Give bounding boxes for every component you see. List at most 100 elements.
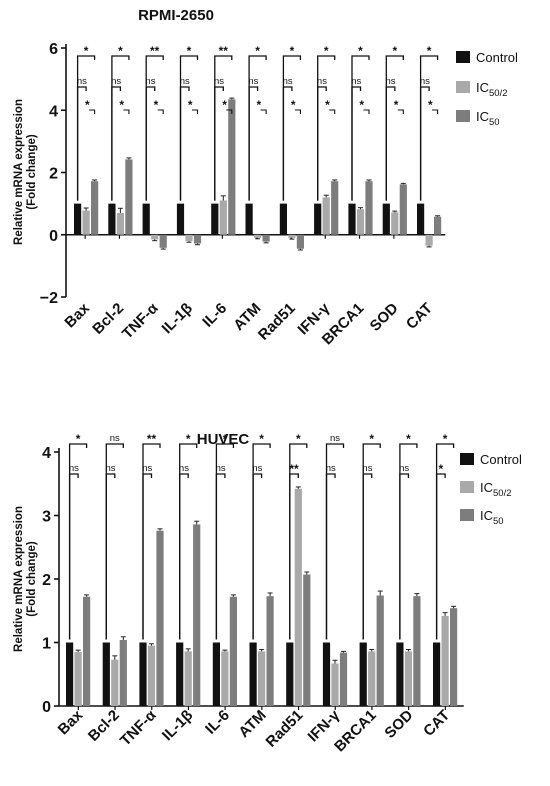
bar-control-brca1 bbox=[348, 203, 356, 235]
bar-control-atm bbox=[245, 203, 253, 235]
bar-ic50-bcl-2 bbox=[119, 639, 127, 706]
significance-secondary-label: * bbox=[119, 98, 124, 112]
bar-group-bax: Bax * ns bbox=[55, 432, 91, 738]
x-category-label: IL-1β bbox=[159, 707, 196, 744]
significance-ic50-2-bracket bbox=[215, 473, 226, 640]
bar-ic50-2-bcl-2 bbox=[111, 659, 119, 706]
significance-secondary-bracket bbox=[157, 109, 164, 114]
legend-swatch-ic50 bbox=[456, 110, 470, 122]
significance-ic50-2-label: ns bbox=[145, 76, 155, 87]
y-axis-label: Relative mRNA expression(Fold change) bbox=[13, 506, 38, 652]
legend-swatch-ic50-2 bbox=[456, 81, 470, 93]
y-axis-label-line: (Fold change) bbox=[26, 541, 38, 617]
y-tick-label: 0 bbox=[49, 228, 58, 245]
x-category-label: IL-6 bbox=[202, 707, 233, 738]
bar-control-tnf bbox=[139, 642, 147, 706]
significance-ic50-2-label: ns bbox=[252, 463, 262, 474]
y-axis-label-line: Relative mRNA expression bbox=[13, 506, 25, 652]
x-category-label: Bax bbox=[61, 299, 93, 331]
significance-secondary-bracket bbox=[226, 109, 233, 114]
legend-swatch-control bbox=[456, 51, 470, 63]
bar-ic50-atm bbox=[266, 596, 274, 706]
bar-ic50-2-il-6 bbox=[219, 200, 227, 235]
significance-ic50-label: * bbox=[427, 44, 432, 58]
bar-group-ifn: IFN-γ*ns* bbox=[295, 44, 339, 338]
x-category-label: Rad51 bbox=[255, 300, 299, 344]
bar-group-il-1: IL-1β * ns * bbox=[159, 44, 202, 337]
significance-ic50-2-label: ns bbox=[179, 463, 189, 474]
bar-ic50-bcl-2 bbox=[125, 159, 133, 235]
significance-ic50-2-label: * bbox=[439, 462, 444, 476]
bar-group-bax: Bax * ns * bbox=[61, 44, 99, 331]
bar-ic50-rad51 bbox=[303, 574, 311, 706]
bar-control-sod bbox=[396, 642, 404, 706]
significance-ic50-label: * bbox=[186, 432, 191, 446]
y-tick-label: 2 bbox=[42, 572, 51, 589]
bar-group-il-6: IL-6 ** ns * bbox=[199, 44, 236, 331]
significance-ic50-label: * bbox=[187, 44, 192, 58]
significance-ic50-label: * bbox=[290, 44, 295, 58]
legend-swatch-ic50-2 bbox=[460, 481, 474, 493]
bar-ic50-2-atm bbox=[254, 234, 262, 238]
significance-ic50-2-bracket bbox=[105, 473, 116, 640]
legend-label-ic50-2: IC50/2 bbox=[480, 480, 512, 499]
bar-control-ifn bbox=[314, 203, 322, 235]
significance-ic50-label: * bbox=[369, 432, 374, 446]
bar-ic50-sod bbox=[413, 596, 421, 706]
bar-control-rad51 bbox=[279, 203, 287, 235]
bar-ic50-2-sod bbox=[404, 651, 412, 706]
bar-group-brca1: BRCA1*ns* bbox=[319, 44, 373, 348]
x-category-label: SOD bbox=[381, 707, 416, 742]
x-category-label: IL-6 bbox=[199, 300, 230, 331]
significance-ic50-label: * bbox=[118, 44, 123, 58]
chart-title: RPMI-2650 bbox=[138, 7, 214, 24]
significance-ic50-2-bracket bbox=[419, 86, 430, 201]
significance-ic50-label: ns bbox=[330, 433, 340, 444]
significance-ic50-2-bracket bbox=[282, 86, 293, 201]
bar-control-ifn bbox=[322, 642, 331, 706]
bar-ic50-2-rad51 bbox=[294, 488, 302, 706]
significance-ic50-2-bracket bbox=[289, 473, 299, 640]
significance-ic50-2-bracket bbox=[142, 473, 153, 640]
x-category-label: BRCA1 bbox=[331, 707, 380, 756]
significance-secondary-bracket bbox=[123, 109, 130, 114]
significance-ic50-2-bracket bbox=[385, 86, 396, 201]
bar-control-rad51 bbox=[286, 642, 294, 706]
bar-control-il-1 bbox=[176, 642, 184, 706]
bar-ic50-il-1 bbox=[193, 234, 202, 244]
legend-label-control: Control bbox=[476, 50, 518, 65]
significance-ic50-label: * bbox=[392, 44, 397, 58]
y-tick-label: 4 bbox=[49, 103, 58, 120]
significance-secondary-bracket bbox=[260, 109, 267, 114]
legend-label-ic50: IC50 bbox=[480, 508, 504, 527]
bar-group-il-6: IL-6 * ns bbox=[202, 432, 237, 738]
chart-panel-rpmi-2650: RPMI-2650 Relative mRNA expression(Fold c… bbox=[13, 7, 518, 348]
significance-secondary-label: * bbox=[188, 98, 193, 112]
significance-ic50-2-label: ns bbox=[180, 76, 190, 87]
bar-control-brca1 bbox=[359, 642, 367, 706]
bar-ic50-2-bax bbox=[74, 652, 82, 706]
y-tick-label: 2 bbox=[49, 166, 58, 183]
bar-control-bcl-2 bbox=[108, 203, 116, 235]
bar-ic50-2-cat bbox=[425, 234, 433, 246]
bar-control-cat bbox=[417, 203, 425, 235]
bar-ic50-2-brca1 bbox=[368, 651, 376, 706]
bar-ic50-2-sod bbox=[391, 212, 399, 235]
significance-ic50-label: * bbox=[84, 44, 89, 58]
significance-secondary-label: * bbox=[325, 98, 330, 112]
significance-ic50-2-label: ns bbox=[399, 463, 409, 474]
significance-ic50-2-bracket bbox=[214, 86, 224, 201]
bar-control-tnf bbox=[142, 203, 150, 235]
significance-ic50-2-bracket bbox=[76, 86, 87, 201]
significance-ic50-2-label: ns bbox=[326, 463, 336, 474]
bar-ic50-il-6 bbox=[228, 99, 236, 235]
significance-ic50-2-label: ns bbox=[142, 463, 152, 474]
legend-label-main: IC bbox=[476, 109, 489, 124]
bar-ic50-tnf bbox=[159, 234, 167, 248]
legend-label-main: IC bbox=[476, 80, 489, 95]
bar-ic50-bax bbox=[91, 181, 99, 235]
significance-ic50-2-bracket bbox=[248, 86, 259, 201]
significance-ic50-2-bracket bbox=[362, 473, 373, 640]
